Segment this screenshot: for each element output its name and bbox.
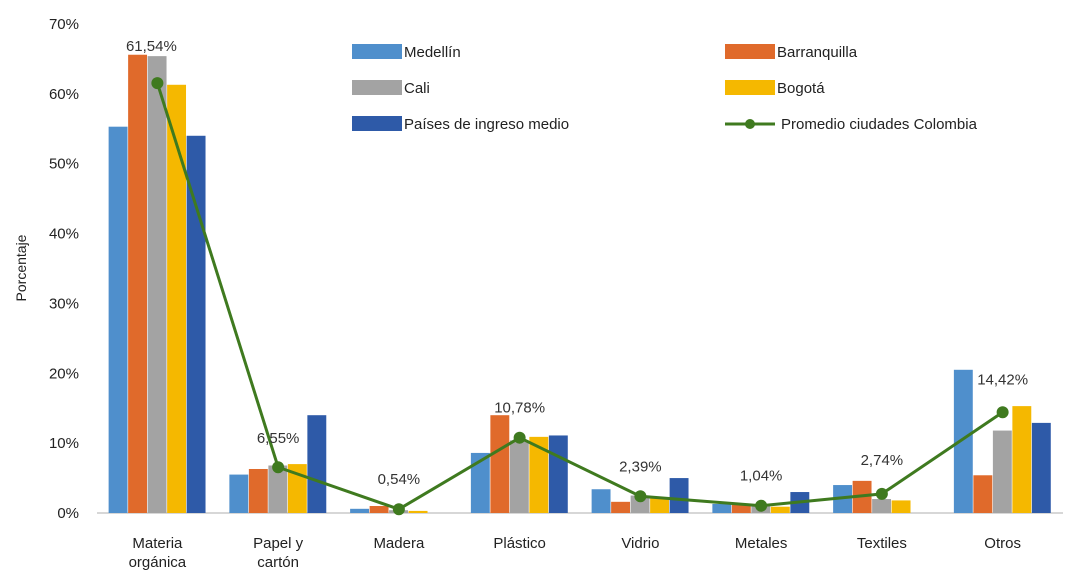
x-category-label: Metales: [735, 535, 788, 552]
y-tick-label: 60%: [49, 86, 79, 103]
bar: [167, 84, 187, 514]
y-tick-label: 50%: [49, 156, 79, 173]
x-category-label: Vidrio: [621, 535, 659, 552]
legend-label: Bogotá: [777, 80, 825, 97]
bar: [591, 489, 611, 513]
average-point: [634, 490, 647, 503]
y-tick-label: 30%: [49, 295, 79, 312]
bar: [1031, 422, 1051, 513]
data-label: 2,74%: [861, 452, 904, 469]
bars: [108, 54, 1051, 514]
data-label: 0,54%: [378, 471, 421, 488]
data-label: 6,55%: [257, 430, 300, 447]
data-label: 14,42%: [977, 371, 1028, 388]
bar: [650, 497, 670, 513]
x-category-label: Madera: [373, 535, 425, 552]
bar: [147, 56, 167, 514]
x-category-label: Papel y: [253, 535, 304, 552]
average-point: [755, 499, 768, 512]
legend-label: Cali: [404, 80, 430, 97]
bar: [529, 436, 549, 513]
data-label: 2,39%: [619, 458, 662, 475]
bar: [307, 415, 327, 513]
average-series-line: [155, 82, 1004, 511]
average-point: [513, 431, 526, 444]
legend-swatch: [725, 44, 775, 59]
x-category-label: Otros: [984, 535, 1021, 552]
legend-swatch: [352, 44, 402, 59]
data-label: 1,04%: [740, 468, 783, 485]
x-category-label: Textiles: [857, 535, 907, 552]
bar: [992, 430, 1012, 513]
y-tick-label: 20%: [49, 365, 79, 382]
y-tick-label: 70%: [49, 16, 79, 33]
bar: [408, 510, 428, 513]
bar: [731, 504, 751, 513]
average-point: [996, 406, 1009, 419]
x-category-label: Materia: [132, 535, 183, 552]
average-point: [875, 487, 888, 500]
x-category-label: Plástico: [493, 535, 546, 552]
bar: [548, 435, 568, 513]
legend: Medellín Barranquilla Cali Bogotá Países de …: [352, 44, 978, 133]
bar: [186, 135, 206, 513]
bar: [268, 465, 288, 513]
axes: 0% 10% 20% 30% 40% 50% 60% 70% Materia orgánica Pa…: [49, 16, 1063, 571]
bar: [973, 475, 993, 513]
bar: [712, 503, 732, 513]
bar: [770, 506, 790, 513]
legend-label: Medellín: [404, 44, 461, 61]
bar: [108, 126, 128, 513]
bar: [350, 508, 370, 513]
bar: [611, 501, 631, 513]
bar: [128, 54, 148, 513]
bar: [369, 506, 389, 513]
x-category-label: cartón: [257, 554, 299, 571]
data-label: 10,78%: [494, 400, 545, 417]
legend-line-marker: [745, 119, 755, 129]
y-tick-label: 0%: [57, 505, 79, 522]
average-line: [151, 77, 1009, 516]
bar: [248, 468, 268, 513]
y-tick-label: 40%: [49, 226, 79, 243]
average-point: [272, 461, 285, 474]
y-tick-label: 10%: [49, 435, 79, 452]
bar: [872, 499, 892, 513]
y-axis-label: Porcentaje: [13, 234, 29, 301]
average-point: [392, 503, 405, 516]
bar: [891, 500, 911, 513]
legend-label: Países de ingreso medio: [404, 116, 569, 133]
legend-swatch: [352, 116, 402, 131]
bar: [953, 369, 973, 513]
legend-swatch: [352, 80, 402, 95]
average-point: [151, 77, 164, 90]
legend-label: Promedio ciudades Colombia: [781, 116, 978, 133]
x-category-label: orgánica: [129, 554, 187, 571]
bar: [490, 415, 510, 513]
bar: [1012, 406, 1032, 513]
bar: [470, 452, 490, 513]
bar: [229, 474, 249, 513]
data-labels: 61,54% 6,55% 0,54% 10,78% 2,39% 1,04% 2,74% 14,…: [126, 38, 1028, 488]
legend-label: Barranquilla: [777, 44, 858, 61]
data-label: 61,54%: [126, 38, 177, 55]
bar: [509, 440, 529, 513]
bar: [669, 478, 689, 513]
legend-swatch: [725, 80, 775, 95]
